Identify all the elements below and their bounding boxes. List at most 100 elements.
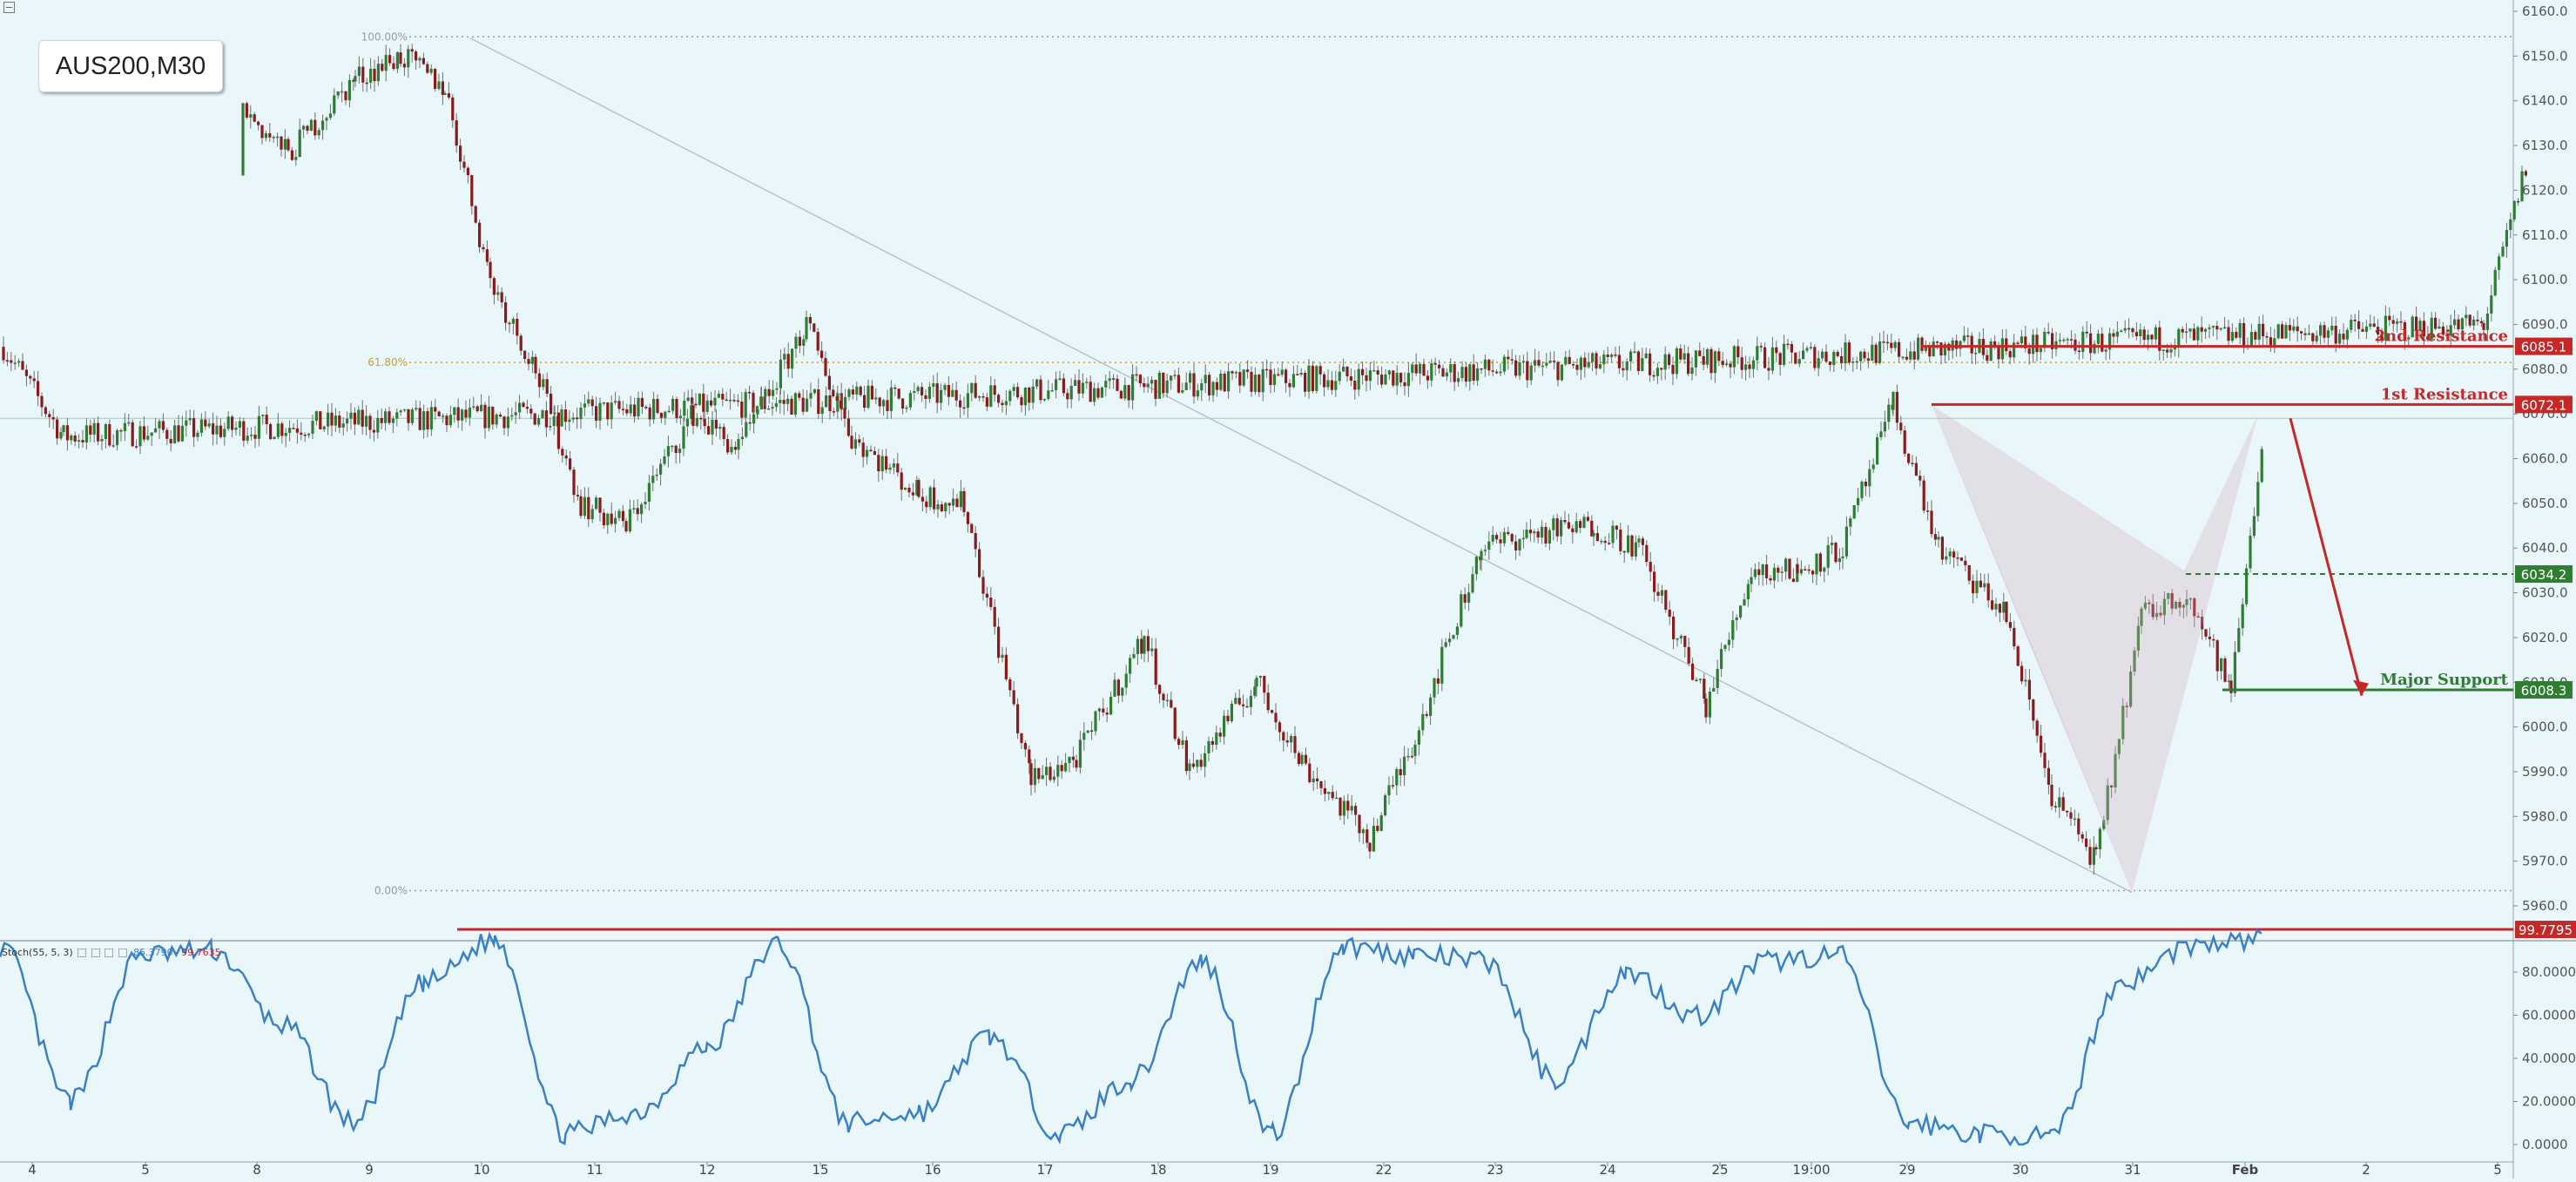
bull-candle: [1181, 740, 1184, 746]
bull-candle: [1735, 617, 1738, 620]
bull-candle: [62, 425, 65, 433]
bull-candle: [196, 432, 199, 437]
bear-candle: [1436, 678, 1440, 684]
bear-candle: [1365, 375, 1368, 382]
bull-candle: [283, 138, 287, 150]
indicator-settings-icon[interactable]: [78, 949, 87, 957]
bull-candle: [537, 418, 541, 425]
bear-candle: [2125, 706, 2128, 707]
chart-menu-icon[interactable]: −: [3, 2, 15, 13]
bull-candle: [866, 449, 869, 457]
bear-candle: [824, 358, 827, 376]
bull-candle: [705, 400, 709, 412]
bull-candle: [628, 509, 631, 532]
bear-candle: [451, 97, 455, 121]
bear-candle: [1491, 370, 1494, 372]
bull-candle: [1660, 590, 1663, 596]
bear-candle: [1972, 580, 1975, 594]
bull-candle: [678, 415, 682, 418]
bear-candle: [832, 411, 835, 413]
bull-candle: [276, 136, 280, 138]
indicator-up-icon[interactable]: [105, 949, 114, 957]
bear-candle: [1930, 510, 1933, 535]
bear-candle: [5, 360, 9, 362]
bear-candle: [2005, 338, 2008, 352]
bear-candle: [1293, 736, 1297, 753]
bull-candle: [904, 487, 907, 490]
bear-candle: [108, 423, 111, 446]
bear-candle: [485, 249, 489, 262]
bull-candle: [288, 428, 292, 433]
bull-candle: [1085, 382, 1089, 383]
bear-candle: [177, 425, 180, 442]
bear-candle: [1679, 348, 1682, 360]
bear-candle: [1528, 530, 1532, 534]
bull-candle: [571, 417, 575, 420]
bear-candle: [2166, 349, 2169, 353]
bull-candle: [234, 428, 238, 430]
bear-candle: [1907, 453, 1911, 463]
bear-candle: [897, 388, 900, 399]
indicator-hide-icon[interactable]: [91, 949, 100, 957]
bear-candle: [2047, 767, 2050, 785]
bear-candle: [516, 319, 519, 336]
bull-candle: [1035, 379, 1039, 387]
bear-candle: [1246, 369, 1250, 372]
bear-candle: [985, 397, 988, 407]
bear-candle: [1641, 538, 1644, 545]
bear-candle: [595, 406, 598, 421]
bear-candle: [863, 395, 867, 409]
bull-candle: [241, 103, 245, 176]
bear-candle: [2422, 321, 2425, 337]
bear-candle: [533, 413, 536, 425]
bear-candle: [352, 79, 355, 82]
bull-candle: [2338, 334, 2342, 344]
bull-candle: [590, 509, 594, 520]
bear-candle: [2181, 328, 2184, 333]
bear-candle: [1526, 361, 1529, 381]
bear-candle: [1691, 663, 1695, 680]
bear-candle: [1345, 366, 1349, 377]
bear-candle: [1414, 364, 1418, 374]
bull-candle: [1713, 351, 1716, 374]
bear-candle: [955, 498, 959, 508]
bear-candle: [29, 375, 32, 379]
level-label: Major Support: [2380, 671, 2509, 689]
bull-candle: [1056, 765, 1060, 777]
bull-candle: [2020, 336, 2023, 344]
bull-candle: [1483, 550, 1487, 551]
bear-candle: [981, 395, 985, 398]
bull-candle: [617, 510, 621, 518]
bull-candle: [905, 407, 908, 409]
bull-candle: [1008, 390, 1012, 402]
bear-candle: [1060, 765, 1063, 772]
bull-candle: [1821, 351, 1824, 359]
bull-candle: [659, 463, 663, 475]
bull-candle: [1136, 638, 1139, 654]
bull-candle: [1023, 388, 1027, 406]
bear-candle: [1238, 372, 1242, 386]
bear-candle: [353, 412, 356, 425]
symbol-label: AUS200,M30: [38, 40, 223, 92]
bull-candle: [1706, 348, 1709, 365]
bull-candle: [1480, 550, 1483, 561]
bear-candle: [1116, 378, 1119, 391]
bull-candle: [365, 415, 368, 427]
bull-candle: [1959, 341, 1962, 349]
bull-candle: [276, 423, 280, 437]
bull-candle: [1637, 538, 1641, 543]
bear-candle: [410, 49, 414, 52]
bear-candle: [550, 394, 553, 415]
bull-candle: [2326, 330, 2330, 338]
bull-candle: [1533, 531, 1536, 534]
bull-candle: [1805, 348, 1809, 351]
bear-candle: [2061, 797, 2065, 811]
bull-candle: [1579, 357, 1582, 370]
bull-candle: [1879, 431, 1883, 438]
bear-candle: [740, 402, 744, 418]
bear-candle: [974, 532, 977, 550]
indicator-close-icon[interactable]: [118, 949, 127, 957]
bull-candle: [1878, 341, 1882, 363]
bull-candle: [2169, 349, 2173, 353]
